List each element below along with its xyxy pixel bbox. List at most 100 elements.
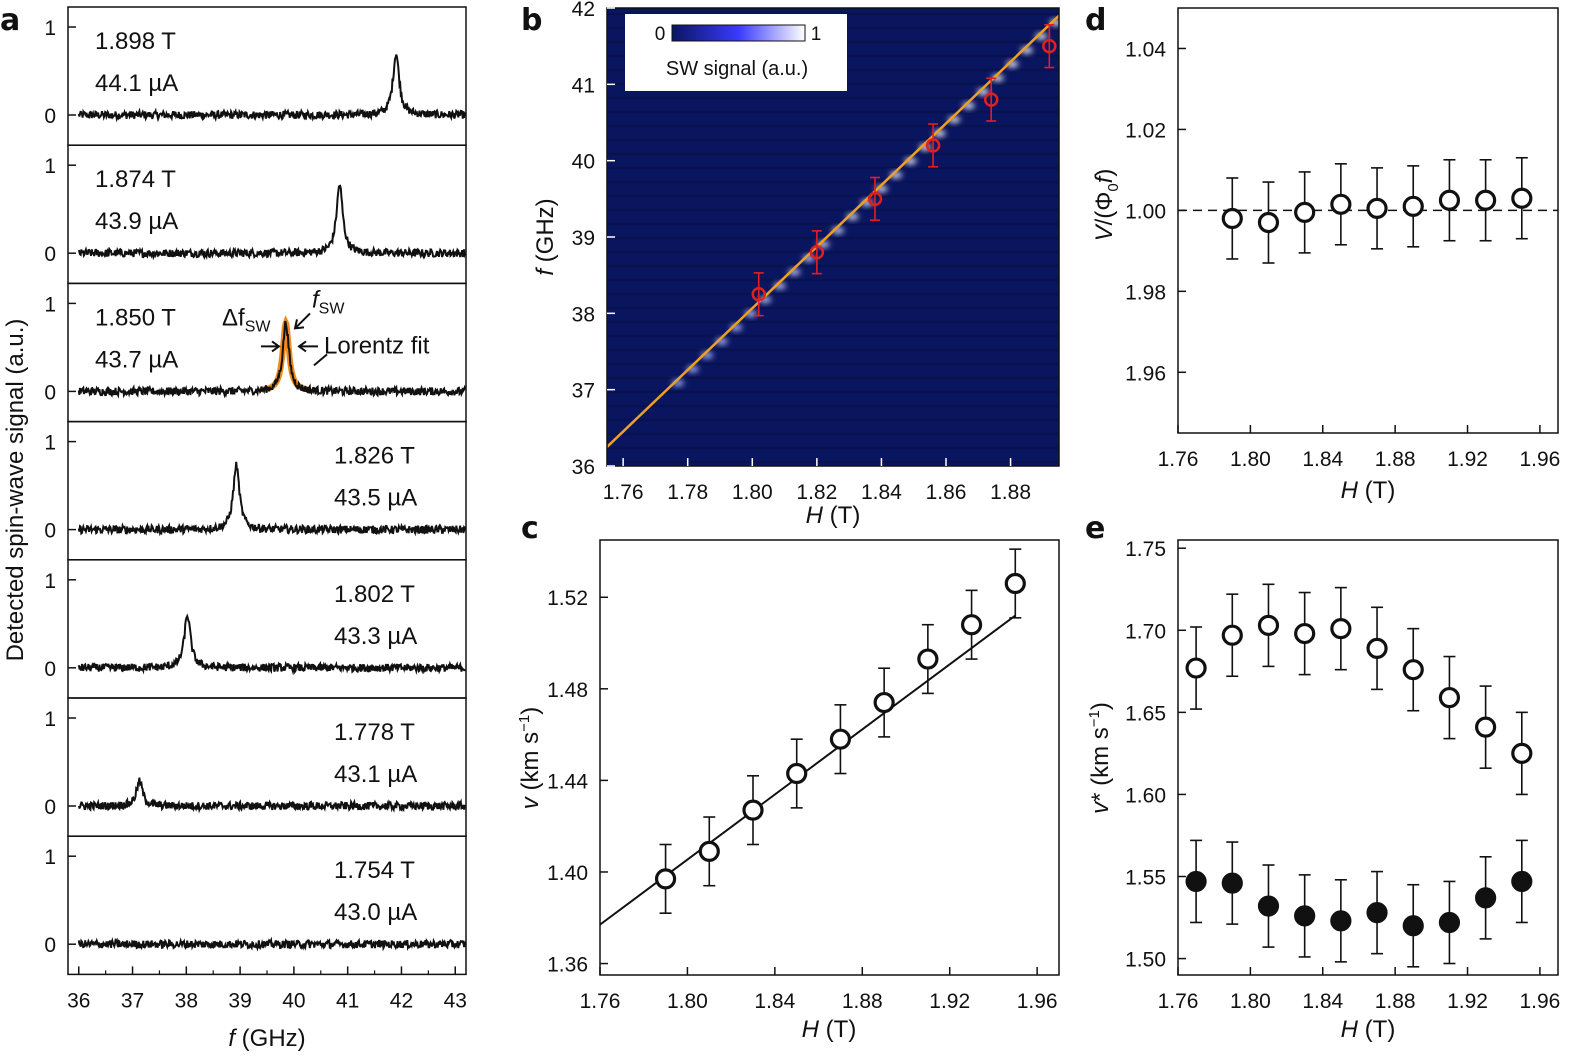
y-tick-label: 1.36: [547, 954, 588, 977]
y-label-end: ): [1087, 702, 1114, 710]
x-tick-label: 1.88: [990, 481, 1031, 504]
x-label-var: f: [228, 1025, 237, 1052]
x-tick-label: 38: [175, 989, 198, 1012]
open-data-point: [1294, 201, 1316, 224]
y-tick-label: 1.65: [1125, 702, 1166, 725]
x-tick-label: 1.82: [796, 481, 837, 504]
field-label: 1.802 T: [334, 581, 415, 608]
y-tick-label: 1.02: [1125, 119, 1166, 142]
x-tick-label: 1.76: [1158, 990, 1199, 1013]
arrow-icon: [297, 340, 318, 353]
open-data-point: [654, 868, 677, 890]
y-tick-label: 1.40: [547, 862, 588, 885]
y-label-end: ): [1091, 169, 1118, 177]
x-tick-label: 1.88: [1375, 448, 1416, 471]
open-data-point: [1475, 716, 1497, 738]
x-tick-label: 37: [121, 989, 144, 1012]
y-tick-label: 42: [572, 0, 595, 21]
panel-label-c: c: [521, 511, 539, 546]
x-tick-label: 1.76: [580, 990, 621, 1013]
x-axis-label: f (GHz): [228, 1025, 305, 1052]
current-label: 44.1 µA: [95, 70, 178, 97]
x-tick-label: 1.88: [1375, 990, 1416, 1013]
field-label: 1.850 T: [95, 304, 176, 331]
filled-data-point: [1257, 895, 1280, 917]
y-tick-label: 1.04: [1125, 38, 1166, 61]
red-data-point: [809, 245, 825, 260]
subplot-a-6: 0 1 1.778 T 43.1 µA: [44, 697, 467, 837]
red-data-point: [751, 287, 766, 302]
y-tick-label: 1.50: [1125, 949, 1166, 972]
x-axis-label: H (T): [1341, 1016, 1396, 1043]
x-tick-label: 1.76: [603, 481, 644, 504]
lorentz-fit-label: Lorentz fit: [324, 332, 430, 359]
x-tick-label: 1.84: [754, 990, 795, 1013]
x-label-var: H: [1341, 1016, 1359, 1043]
x-tick-label: 1.92: [1447, 990, 1488, 1013]
y-tick-label: 0: [44, 381, 56, 404]
x-label-var: H: [806, 502, 824, 529]
x-label-unit: (T): [1358, 477, 1395, 504]
current-label: 43.7 µA: [95, 346, 178, 373]
y-tick-label: 40: [572, 151, 595, 174]
y-label-unit: * (km s: [1087, 727, 1114, 802]
y-tick-label: 1.96: [1125, 362, 1166, 385]
panel-label-e: e: [1085, 511, 1105, 546]
filled-data-point: [1475, 887, 1497, 909]
open-data-point: [1402, 195, 1424, 217]
open-data-point: [960, 614, 983, 636]
spectrum-line: [77, 184, 467, 261]
panel-label-b: b: [521, 3, 542, 38]
y-tick-label: 37: [572, 380, 595, 403]
open-data-point: [1475, 189, 1497, 211]
y-label-mid: /(Φ: [1091, 192, 1118, 226]
open-data-point: [1185, 657, 1207, 679]
x-tick-label: 1.84: [1302, 448, 1343, 471]
x-tick-label: 1.78: [667, 481, 708, 504]
x-tick-label: 40: [282, 989, 305, 1012]
y-tick-label: 0: [44, 105, 56, 128]
arrow-icon: [313, 353, 328, 367]
colorbar: [671, 24, 806, 42]
panel-label-a: a: [0, 3, 20, 38]
panel-d: d 1.76 1.80 1.84 1.88 1.92 1.96 1.96 1.98 1.00 1.0…: [1085, 3, 1560, 504]
open-data-point: [1511, 187, 1533, 209]
field-label: 1.778 T: [334, 719, 415, 746]
y-tick-label: 38: [572, 303, 595, 326]
panel-a: a 0 1 1.898 T 44.1 µA 0 1 1.874 T 43.9 µA 0 1 1.850…: [0, 3, 467, 1052]
y-tick-label: 1: [44, 155, 56, 178]
current-label: 43.3 µA: [334, 623, 417, 650]
field-label: 1.898 T: [95, 28, 176, 55]
open-data-point: [1330, 193, 1352, 215]
open-data-point: [1366, 637, 1388, 659]
spectrum-line: [77, 936, 467, 952]
x-tick-label: 1.96: [1519, 448, 1560, 471]
open-data-point: [829, 728, 852, 750]
red-data-point: [1042, 38, 1057, 54]
red-data-point: [983, 92, 999, 107]
panel-b: b 1.76 1.78 1.80 1.82 1.84 1.86 1.88 36 37 38 39 40 4…: [521, 0, 1062, 529]
x-label-unit: (T): [1358, 1016, 1395, 1043]
subplot-a-7: 0 1 1.754 T 43.0 µA 36 37 38 39 40 41 42 43: [44, 835, 467, 1012]
y-tick-label: 1: [44, 17, 56, 40]
y-tick-label: 1.48: [547, 679, 588, 702]
y-tick-label: 0: [44, 520, 56, 543]
arrow-icon: [293, 312, 311, 330]
filled-data-point: [1511, 870, 1533, 893]
x-tick-label: 42: [390, 989, 413, 1012]
y-label-sup: −1: [1086, 710, 1103, 727]
red-data-point: [867, 191, 883, 207]
spectrum-line: [77, 613, 466, 676]
subplot-a-2: 0 1 1.874 T 43.9 µA: [44, 144, 467, 285]
colorbar-min-label: 0: [655, 24, 666, 45]
y-label-sub: 0: [1105, 183, 1122, 191]
x-tick-label: 1.86: [926, 481, 967, 504]
open-data-point: [1257, 211, 1280, 234]
y-label-end: ): [517, 707, 544, 715]
open-data-point: [1221, 207, 1243, 230]
f-sw-sub: SW: [319, 300, 346, 317]
x-tick-label: 1.80: [732, 481, 773, 504]
dispersion-fit-line: [606, 14, 1060, 448]
x-tick-label: 1.88: [842, 990, 883, 1013]
delta-f-text: Δf: [222, 304, 245, 331]
